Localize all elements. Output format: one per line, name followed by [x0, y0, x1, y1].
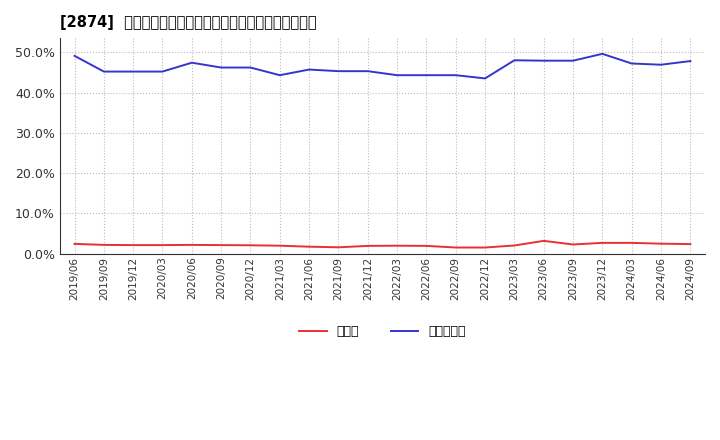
現領金 — [451, 245, 460, 250]
現領金 — [246, 242, 255, 248]
Legend: 現領金, 有利子負債: 現領金, 有利子負債 — [300, 325, 466, 338]
有利子負債 — [598, 51, 607, 56]
有利子負債 — [686, 59, 695, 64]
現領金 — [481, 245, 490, 250]
有利子負債 — [422, 73, 431, 78]
Line: 現領金: 現領金 — [75, 241, 690, 248]
現領金 — [510, 243, 518, 248]
現領金 — [334, 245, 343, 250]
現領金 — [187, 242, 196, 248]
現領金 — [276, 243, 284, 248]
有利子負債 — [246, 65, 255, 70]
現領金 — [71, 241, 79, 246]
現領金 — [598, 240, 607, 246]
有利子負債 — [569, 58, 577, 63]
現領金 — [217, 242, 225, 248]
有利子負債 — [187, 60, 196, 65]
有利子負債 — [217, 65, 225, 70]
有利子負債 — [657, 62, 665, 67]
現領金 — [129, 242, 138, 248]
現領金 — [422, 243, 431, 249]
現領金 — [569, 242, 577, 247]
有利子負債 — [539, 58, 548, 63]
有利子負債 — [510, 58, 518, 63]
有利子負債 — [334, 69, 343, 74]
現領金 — [99, 242, 108, 248]
有利子負債 — [99, 69, 108, 74]
有利子負債 — [627, 61, 636, 66]
Line: 有利子負債: 有利子負債 — [75, 54, 690, 78]
Text: [2874]  現領金、有利子負債の総資産に対する比率の推移: [2874] 現領金、有利子負債の総資産に対する比率の推移 — [60, 15, 317, 30]
有利子負債 — [393, 73, 402, 78]
現領金 — [539, 238, 548, 243]
現領金 — [364, 243, 372, 249]
有利子負債 — [481, 76, 490, 81]
有利子負債 — [276, 73, 284, 78]
現領金 — [393, 243, 402, 248]
有利子負債 — [71, 53, 79, 59]
有利子負債 — [129, 69, 138, 74]
有利子負債 — [305, 67, 313, 72]
現領金 — [657, 241, 665, 246]
有利子負債 — [364, 69, 372, 74]
有利子負債 — [451, 73, 460, 78]
有利子負債 — [158, 69, 167, 74]
現領金 — [686, 242, 695, 247]
現領金 — [158, 242, 167, 248]
現領金 — [627, 240, 636, 246]
現領金 — [305, 244, 313, 249]
